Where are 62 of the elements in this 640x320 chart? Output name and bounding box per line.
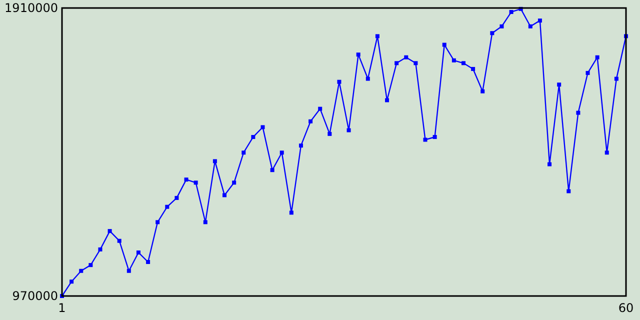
point <box>576 110 580 115</box>
point <box>260 125 265 130</box>
point <box>471 66 476 71</box>
point <box>490 31 494 36</box>
point <box>337 80 342 84</box>
point <box>174 196 179 200</box>
point <box>604 150 609 155</box>
point <box>318 106 322 111</box>
point <box>432 134 437 139</box>
point <box>452 58 456 62</box>
point <box>566 189 571 194</box>
point <box>156 220 160 224</box>
point <box>79 268 84 273</box>
x-tick-label: 60 <box>618 301 634 315</box>
point <box>404 55 408 60</box>
point <box>165 204 170 209</box>
point <box>251 134 256 139</box>
point <box>375 34 380 38</box>
y-tick-label: 1910000 <box>4 1 58 16</box>
point <box>414 61 418 66</box>
point <box>346 128 351 132</box>
point <box>394 61 399 66</box>
point <box>480 89 485 94</box>
point <box>308 119 313 124</box>
point <box>117 238 122 243</box>
point <box>586 70 590 75</box>
point <box>298 144 303 148</box>
point <box>356 52 360 57</box>
point <box>461 61 466 66</box>
point <box>509 10 514 14</box>
point <box>88 263 93 268</box>
point <box>423 138 428 142</box>
point <box>184 178 188 182</box>
point <box>70 280 74 284</box>
point <box>385 98 390 102</box>
point <box>289 210 294 215</box>
point <box>242 150 246 155</box>
point <box>557 82 562 87</box>
point <box>270 168 274 172</box>
point <box>548 162 552 166</box>
point <box>538 18 542 23</box>
point <box>194 180 198 185</box>
point <box>500 24 504 28</box>
point <box>328 132 332 136</box>
point <box>146 260 150 264</box>
point <box>108 229 112 234</box>
point <box>203 220 208 224</box>
point <box>126 268 131 273</box>
point <box>280 150 284 155</box>
x-tick-label: 1 <box>58 301 66 315</box>
point <box>595 55 600 60</box>
point <box>98 247 102 252</box>
line-series <box>60 6 628 298</box>
point <box>222 193 227 198</box>
point <box>232 180 236 185</box>
y-tick-label: 970000 <box>12 289 58 304</box>
point <box>366 76 370 81</box>
point <box>614 76 618 81</box>
point <box>442 42 446 47</box>
point <box>212 159 217 164</box>
point <box>528 24 532 28</box>
point <box>136 250 140 254</box>
